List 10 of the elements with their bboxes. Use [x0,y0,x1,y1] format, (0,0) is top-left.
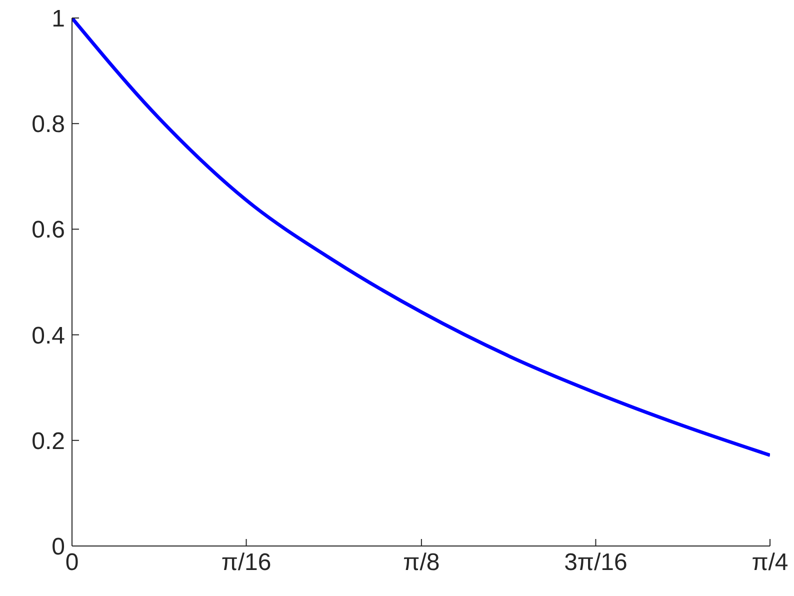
y-tick-label: 0.8 [32,111,65,138]
x-tick-label: π/4 [752,549,788,576]
y-tick-label: 0.2 [32,428,65,455]
y-tick-label: 0.6 [32,216,65,244]
x-tick-label: π/16 [221,549,272,576]
y-tick-label: 1 [52,6,65,33]
x-tick-label: 3π/16 [564,549,628,576]
line-series [72,18,770,457]
y-tick-label: 0.4 [32,322,65,350]
x-tick-label: π/8 [403,549,440,576]
